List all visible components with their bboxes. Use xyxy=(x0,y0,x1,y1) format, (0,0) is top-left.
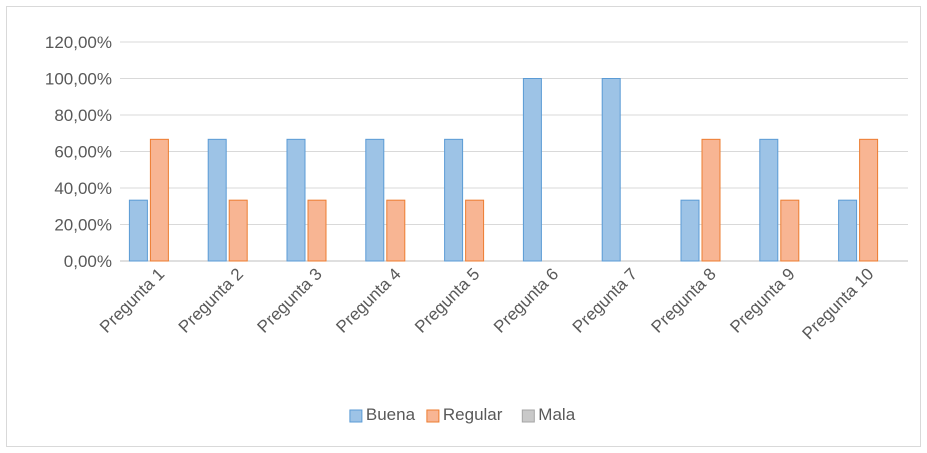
bar-buena xyxy=(759,138,779,262)
bar-buena xyxy=(680,199,700,262)
bar-buena xyxy=(365,138,385,262)
bar-buena xyxy=(128,199,148,262)
x-tick-label: Pregunta 3 xyxy=(254,264,326,336)
bar-regular xyxy=(701,138,721,262)
legend-label-buena: Buena xyxy=(366,405,416,424)
bar-buena xyxy=(601,78,621,262)
x-tick-label: Pregunta 5 xyxy=(411,264,483,336)
legend-label-regular: Regular xyxy=(443,405,503,424)
bar-regular xyxy=(859,138,879,262)
legend-label-mala: Mala xyxy=(538,405,575,424)
bar-buena xyxy=(286,138,306,262)
x-tick-label: Pregunta 1 xyxy=(96,264,168,336)
x-tick-label: Pregunta 2 xyxy=(175,264,247,336)
legend-swatch-buena xyxy=(349,409,363,423)
y-tick-label: 60,00% xyxy=(54,143,112,162)
bar-buena xyxy=(444,138,464,262)
y-tick-label: 80,00% xyxy=(54,106,112,125)
legend-swatch-regular xyxy=(426,409,440,423)
x-tick-label: Pregunta 4 xyxy=(332,264,404,336)
y-tick-label: 120,00% xyxy=(45,33,112,52)
bar-buena xyxy=(207,138,227,262)
x-tick-label: Pregunta 9 xyxy=(726,264,798,336)
bar-regular xyxy=(228,199,248,262)
x-tick-label: Pregunta 7 xyxy=(569,264,641,336)
y-tick-label: 0,00% xyxy=(64,252,112,271)
y-tick-label: 20,00% xyxy=(54,216,112,235)
bar-regular xyxy=(780,199,800,262)
bar-regular xyxy=(386,199,406,262)
bar-regular xyxy=(149,138,169,262)
bar-buena xyxy=(838,199,858,262)
bar-regular xyxy=(307,199,327,262)
bar-buena xyxy=(522,78,542,262)
y-tick-label: 100,00% xyxy=(45,70,112,89)
x-tick-label: Pregunta 6 xyxy=(490,264,562,336)
x-tick-label: Pregunta 8 xyxy=(648,264,720,336)
x-tick-label: Pregunta 10 xyxy=(798,264,877,343)
bar-regular xyxy=(465,199,485,262)
legend-swatch-mala xyxy=(521,409,535,423)
y-tick-label: 40,00% xyxy=(54,179,112,198)
